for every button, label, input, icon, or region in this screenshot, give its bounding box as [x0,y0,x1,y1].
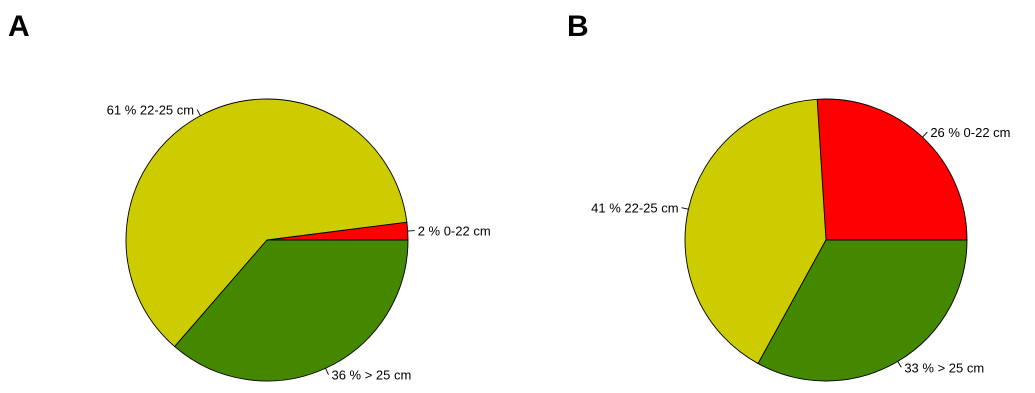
pie-slice-22-25-cm [125,98,408,348]
label-leader-line [196,109,201,116]
slice-label-over-25-cm: 36 % > 25 cm [331,368,411,383]
pie-slice-over-25-cm [757,239,968,382]
pie-slice-22-25-cm [684,98,827,365]
slice-label-22-25-cm: 61 % 22-25 cm [107,103,194,118]
slice-label-22-25-cm: 41 % 22-25 cm [591,201,678,216]
pie-slice-0-22-cm [816,98,968,241]
panel-letter-a: A [8,10,30,43]
label-leader-line [325,368,329,375]
slice-label-0-22-cm: 2 % 0-22 cm [418,224,491,239]
panel-letter-b: B [567,10,589,43]
pie-chart-b: 26 % 0-22 cm 41 % 22-25 cm 33 % > 25 cm [591,98,1011,382]
slice-label-over-25-cm: 33 % > 25 cm [904,360,984,375]
label-leader-line [897,361,902,368]
pie-slice-over-25-cm [174,239,409,382]
pie-chart-a: 2 % 0-22 cm 61 % 22-25 cm 36 % > 25 cm [107,98,491,383]
label-leader-line [681,207,689,210]
label-leader-line [922,131,928,138]
slice-label-0-22-cm: 26 % 0-22 cm [930,125,1010,140]
